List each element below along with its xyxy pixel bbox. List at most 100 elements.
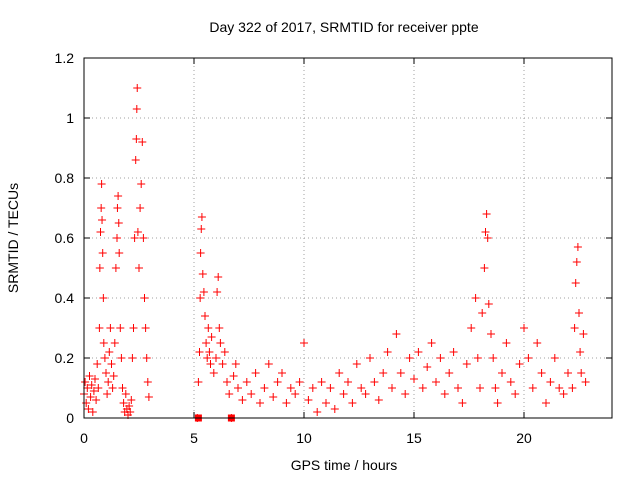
data-point (95, 264, 104, 272)
data-point (109, 372, 118, 380)
data-point (537, 369, 546, 377)
data-point (215, 324, 224, 332)
data-point (93, 360, 102, 368)
data-point (92, 396, 101, 404)
data-point (135, 264, 143, 272)
data-point (137, 180, 146, 188)
data-point (471, 294, 480, 302)
data-point (202, 339, 211, 347)
data-point (511, 390, 520, 398)
data-point (392, 330, 401, 338)
data-point (88, 408, 97, 416)
data-point (550, 354, 559, 362)
data-point (396, 369, 405, 377)
data-point (196, 249, 205, 257)
data-point (383, 348, 392, 356)
data-point (564, 369, 572, 377)
data-point (515, 360, 524, 368)
data-point (269, 393, 278, 401)
data-point (234, 384, 242, 392)
data-point (445, 369, 454, 377)
data-point (493, 399, 502, 407)
data-point (458, 399, 467, 407)
data-point (473, 354, 482, 362)
data-point (126, 408, 135, 416)
data-point (111, 264, 120, 272)
data-point (476, 384, 484, 392)
data-point (129, 324, 138, 332)
data-point (96, 228, 105, 236)
data-point (84, 405, 93, 413)
data-point (118, 384, 127, 392)
data-point (91, 375, 99, 383)
data-point (506, 378, 515, 386)
data-point (97, 204, 106, 212)
data-point (86, 393, 95, 401)
data-point (577, 369, 586, 377)
data-point (81, 378, 90, 386)
data-point (570, 324, 579, 332)
data-point (482, 210, 491, 218)
x-tick-label: 10 (296, 430, 312, 446)
data-point (581, 378, 590, 386)
data-point (125, 402, 134, 410)
data-point (405, 354, 414, 362)
data-point (313, 408, 322, 416)
data-point (361, 390, 370, 398)
x-tick-label: 20 (516, 430, 532, 446)
data-point (113, 234, 121, 242)
data-points (80, 84, 590, 422)
data-point (131, 156, 140, 164)
data-point (498, 369, 506, 377)
data-point (201, 312, 209, 320)
data-point (83, 384, 92, 392)
data-point (114, 192, 123, 200)
data-point (291, 390, 300, 398)
data-point (286, 384, 295, 392)
y-tick-label: 1 (66, 110, 74, 126)
data-point (487, 330, 495, 338)
data-point (308, 384, 317, 392)
data-point (205, 348, 214, 356)
data-point (209, 369, 218, 377)
data-point (573, 243, 582, 251)
data-point (132, 135, 141, 143)
data-point (418, 384, 427, 392)
data-point (216, 339, 225, 347)
data-point (348, 399, 357, 407)
data-point (194, 378, 203, 386)
data-point (102, 369, 110, 377)
data-point (108, 384, 117, 392)
data-point (300, 339, 308, 347)
data-point (559, 390, 568, 398)
y-tick-label: 0.6 (55, 230, 75, 246)
data-point (128, 354, 137, 362)
data-point (99, 294, 108, 302)
y-tick-label: 1.2 (55, 50, 75, 66)
data-point (105, 348, 114, 356)
y-tick-label: 0 (66, 410, 74, 426)
data-point (480, 264, 489, 272)
data-point (144, 393, 153, 401)
data-point (121, 390, 130, 398)
data-point (575, 309, 583, 317)
data-point (576, 348, 585, 356)
data-point (260, 384, 269, 392)
data-point (462, 360, 471, 368)
data-point (106, 324, 115, 332)
data-point (116, 324, 125, 332)
data-point (223, 378, 231, 386)
data-point (247, 390, 256, 398)
y-tick-label: 0.4 (55, 290, 75, 306)
data-point (278, 369, 286, 377)
data-point (110, 339, 119, 347)
data-point (467, 324, 476, 332)
data-point (330, 405, 339, 413)
data-point (502, 339, 511, 347)
data-point (197, 225, 206, 233)
data-point (326, 384, 335, 392)
data-point (98, 249, 107, 257)
data-point (97, 180, 106, 188)
data-point (99, 339, 108, 347)
data-point (432, 378, 440, 386)
